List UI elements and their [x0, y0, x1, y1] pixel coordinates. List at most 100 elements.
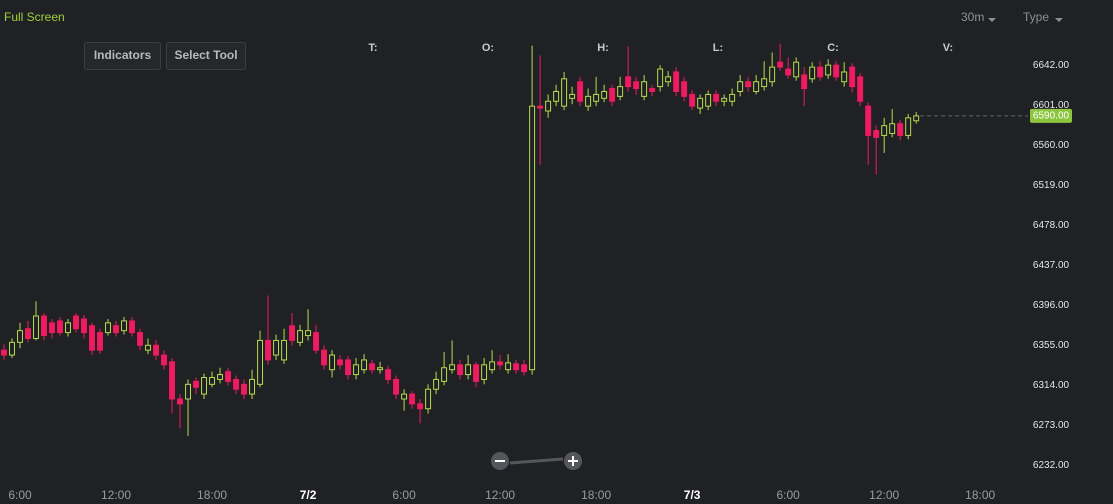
candle-body — [297, 330, 304, 343]
candle — [497, 355, 504, 370]
candle — [785, 57, 792, 79]
y-tick-label: 6396.00 — [1033, 300, 1070, 311]
select-tool-button[interactable]: Select Tool — [166, 42, 246, 70]
candle — [481, 357, 488, 385]
candle — [729, 88, 736, 107]
candle — [465, 355, 472, 380]
type-select[interactable]: Type — [1023, 10, 1049, 24]
candle-body — [337, 359, 344, 366]
y-tick-label: 6314.00 — [1033, 380, 1070, 391]
candle-body — [153, 344, 159, 356]
candle-body — [841, 71, 848, 83]
candle — [161, 350, 167, 370]
candle — [385, 365, 392, 385]
candle-body — [417, 403, 424, 410]
candle-body — [505, 362, 512, 371]
candle — [849, 63, 856, 93]
x-tick-label: 18:00 — [965, 488, 995, 502]
candle — [753, 74, 760, 95]
candle-body — [577, 81, 584, 102]
candle-body — [913, 115, 920, 122]
button-label: Indicators — [94, 48, 152, 62]
candle — [65, 318, 71, 337]
candle — [817, 61, 824, 81]
candle-body — [425, 388, 432, 410]
y-tick-label: 6478.00 — [1033, 220, 1070, 231]
candle-body — [401, 393, 408, 400]
interval-select[interactable]: 30m — [961, 10, 984, 24]
candle-body — [881, 125, 888, 136]
candle-body — [201, 377, 208, 395]
candle — [49, 318, 55, 339]
candle — [225, 367, 232, 386]
x-tick-label: 18:00 — [581, 488, 611, 502]
candle-body — [449, 364, 456, 371]
candle-body — [313, 332, 320, 351]
candle-body — [113, 325, 119, 334]
candle-body — [857, 76, 864, 102]
candle-body — [273, 339, 280, 356]
candle — [489, 350, 496, 374]
candle — [745, 76, 752, 92]
candle-body — [873, 130, 880, 138]
x-tick-label: 7/3 — [684, 488, 701, 502]
candle — [473, 361, 480, 388]
candle-body — [729, 93, 736, 102]
candle-body — [561, 78, 568, 107]
x-tick-label: 18:00 — [197, 488, 227, 502]
candle — [169, 357, 175, 414]
candle-body — [529, 105, 536, 371]
candle-body — [489, 361, 496, 371]
candle — [665, 70, 672, 87]
last-price-label: 6590.00 — [1033, 111, 1070, 122]
ohlc-label: C: — [827, 42, 839, 54]
candle-body — [897, 123, 904, 136]
candle-body — [777, 61, 784, 68]
caret — [988, 18, 996, 22]
candle — [217, 367, 224, 384]
candle-body — [169, 361, 175, 400]
indicators-button[interactable]: Indicators — [84, 42, 161, 70]
candle-body — [129, 320, 135, 334]
candle-body — [65, 322, 71, 334]
candle-body — [225, 371, 232, 382]
candle-body — [177, 398, 183, 405]
candle — [97, 328, 103, 355]
candle-body — [753, 81, 760, 92]
candle — [681, 76, 688, 102]
zoom-control — [491, 452, 582, 470]
candle-body — [521, 364, 528, 373]
candle-body — [889, 123, 896, 134]
candle — [841, 62, 848, 87]
candle-body — [497, 361, 504, 366]
candle-body — [537, 105, 544, 109]
candle — [873, 125, 880, 175]
candle — [593, 76, 600, 107]
candle — [793, 57, 800, 81]
candle-body — [17, 330, 23, 343]
candle — [601, 84, 608, 103]
candle-body — [617, 86, 624, 97]
candle — [105, 318, 111, 336]
candle — [505, 354, 512, 374]
candle — [137, 328, 143, 351]
candle — [577, 76, 584, 107]
x-tick-label: 12:00 — [101, 488, 131, 502]
candle — [233, 375, 240, 395]
candle-body — [1, 349, 7, 356]
candle-body — [265, 339, 272, 361]
candle — [377, 361, 384, 374]
candle-body — [681, 81, 688, 97]
candle — [689, 90, 696, 111]
candle-body — [825, 64, 832, 76]
candle — [305, 309, 312, 341]
full-screen[interactable]: Full Screen — [4, 10, 65, 24]
candle-body — [665, 76, 672, 83]
candle — [1, 344, 7, 360]
candle-body — [713, 93, 720, 102]
candle — [369, 359, 376, 374]
candle-body — [137, 332, 143, 346]
y-tick-label: 6519.00 — [1033, 180, 1070, 191]
candle — [761, 61, 768, 91]
